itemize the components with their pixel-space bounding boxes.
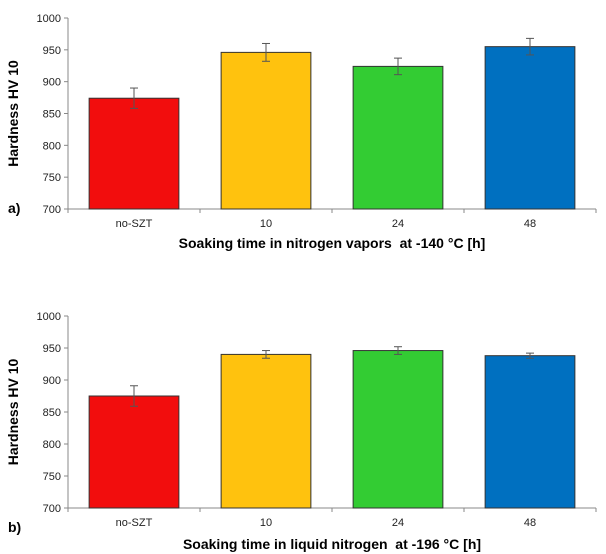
y-tick-label: 700: [43, 503, 61, 515]
panel-label: a): [8, 200, 20, 216]
y-tick-label: 750: [43, 471, 61, 483]
y-tick-label: 950: [43, 343, 61, 355]
y-tick-label: 800: [43, 439, 61, 451]
bar-no-SZT: [88, 97, 180, 210]
bar-no-SZT: [88, 395, 180, 509]
bar-24: [352, 350, 444, 509]
y-tick-label: 850: [43, 109, 61, 121]
x-tick-label: 24: [392, 517, 404, 529]
bar-10: [220, 51, 312, 210]
y-tick-label: 750: [43, 172, 61, 184]
y-tick-label: 850: [43, 407, 61, 419]
y-tick-label: 1000: [37, 311, 61, 323]
chart-panel-a: 700 750 800 850 900 950 1000 no-SZT 10 24 48 Hardne…: [5, 13, 597, 251]
x-tick-label: no-SZT: [116, 517, 153, 529]
x-tick-label: 10: [260, 517, 272, 529]
y-tick-label: 800: [43, 140, 61, 152]
y-axis-label: Hardness HV 10: [5, 60, 21, 167]
x-axis-label: Soaking time in liquid nitrogen at -196 …: [183, 536, 481, 552]
x-axis-label: Soaking time in nitrogen vapors at -140 …: [179, 235, 486, 251]
bar-10: [220, 353, 312, 509]
panel-label: b): [8, 519, 21, 535]
y-tick-label: 950: [43, 45, 61, 57]
x-tick-label: 48: [524, 517, 536, 529]
y-tick-label: 1000: [37, 13, 61, 25]
y-tick-label: 700: [43, 204, 61, 216]
y-tick-label: 900: [43, 77, 61, 89]
x-tick-label: no-SZT: [116, 218, 153, 230]
y-tick-label: 900: [43, 375, 61, 387]
x-tick-label: 24: [392, 218, 404, 230]
bar-48: [484, 355, 576, 509]
bar-48: [484, 46, 576, 210]
y-axis-label: Hardness HV 10: [5, 358, 21, 465]
chart-panel-b: 700 750 800 850 900 950 1000 no-SZT 10 24 48 Hardne…: [5, 311, 597, 552]
x-tick-label: 10: [260, 218, 272, 230]
bar-24: [352, 65, 444, 210]
x-tick-label: 48: [524, 218, 536, 230]
